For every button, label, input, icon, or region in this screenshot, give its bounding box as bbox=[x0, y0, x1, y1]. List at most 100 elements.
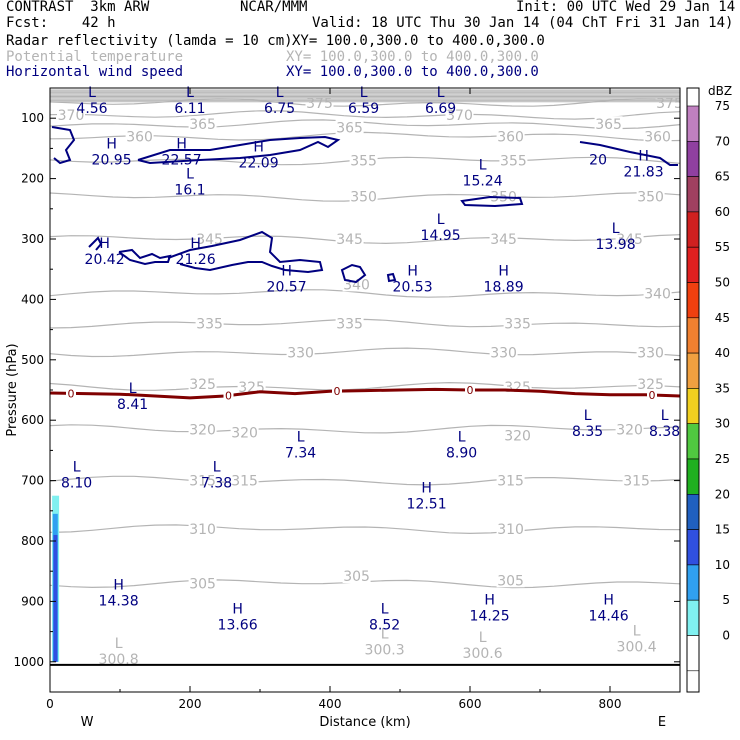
y-tick-label: 1000 bbox=[13, 655, 44, 669]
theta-contour-label: 315 bbox=[623, 474, 650, 490]
y-tick-label: 700 bbox=[21, 474, 44, 488]
wind-extremum-kind: H bbox=[176, 136, 187, 152]
x-axis-label: Distance (km) bbox=[319, 715, 410, 730]
theta-extremum-kind: L bbox=[381, 627, 389, 643]
colorbar-swatch bbox=[686, 635, 700, 672]
wind-extremum-kind: L bbox=[360, 85, 368, 101]
wind-speed-contour bbox=[167, 230, 324, 274]
wind-extremum-kind: H bbox=[498, 263, 509, 279]
theta-contour-360 bbox=[50, 131, 680, 142]
colorbar-swatch bbox=[686, 458, 700, 495]
wind-extremum-kind: L bbox=[584, 408, 592, 424]
wind-extremum-kind: L bbox=[437, 212, 445, 228]
wind-extremum-value: 22.57 bbox=[162, 152, 202, 168]
wind-speed-contour bbox=[460, 195, 524, 208]
theta-contour-label: 325 bbox=[189, 377, 216, 393]
wind-extremum-value: 21.83 bbox=[624, 165, 664, 181]
theta-contour-375 bbox=[50, 98, 680, 107]
wind-extremum-value: 22.09 bbox=[239, 155, 279, 171]
theta-contour-label: 345 bbox=[336, 232, 363, 248]
colorbar-level-label: 70 bbox=[715, 134, 730, 148]
wind-extremum-value: 7.34 bbox=[285, 445, 316, 461]
theta-contour-label: 345 bbox=[490, 232, 517, 248]
theta-contour-label: 335 bbox=[504, 317, 531, 333]
colorbar-swatch bbox=[686, 246, 700, 283]
theta-extremum-kind: L bbox=[633, 624, 641, 640]
theta-label-bg bbox=[349, 188, 378, 204]
theta-contour-320 bbox=[50, 424, 680, 434]
colorbar-level-label: 10 bbox=[715, 558, 730, 572]
theta-label-bg bbox=[286, 344, 315, 360]
theta-label-bg bbox=[188, 520, 217, 536]
wind-extremum-value: 6.59 bbox=[348, 101, 379, 117]
zero-contour-label: 0 bbox=[467, 384, 474, 397]
y-tick-label: 300 bbox=[21, 232, 44, 246]
y-tick-label: 400 bbox=[21, 292, 44, 306]
theta-contour-label: 375 bbox=[306, 96, 333, 112]
wind-extremum-value: 14.25 bbox=[470, 608, 510, 624]
theta-label-bg bbox=[237, 378, 266, 394]
theta-label-bg bbox=[499, 152, 528, 168]
theta-contour-label: 365 bbox=[336, 120, 363, 136]
theta-contour-370 bbox=[50, 110, 680, 120]
colorbar-swatch bbox=[686, 599, 700, 636]
colorbar-swatch bbox=[686, 564, 700, 601]
theta-contour-345 bbox=[50, 234, 680, 245]
theta-contour-label: 355 bbox=[500, 153, 527, 169]
theta-contour-label: 305 bbox=[343, 569, 370, 585]
theta-extremum-kind: L bbox=[479, 630, 487, 646]
wind-extremum-kind: H bbox=[421, 481, 432, 497]
y-tick-label: 600 bbox=[21, 413, 44, 427]
field-theta-name: Potential temperature bbox=[6, 49, 184, 65]
theta-label-bg bbox=[615, 231, 644, 246]
wind-extremum-kind: L bbox=[129, 381, 137, 397]
x-tick-label: 800 bbox=[599, 697, 622, 711]
wind-speed-contour bbox=[340, 263, 367, 284]
theta-label-bg bbox=[188, 375, 217, 391]
wind-extremum-value: 12.51 bbox=[407, 497, 447, 513]
theta-contour-label: 350 bbox=[637, 190, 664, 206]
theta-contour-label: 315 bbox=[497, 474, 524, 490]
wind-extremum-kind: H bbox=[407, 263, 418, 279]
theta-contour-label: 305 bbox=[189, 576, 216, 592]
x-tick-label: 200 bbox=[179, 697, 202, 711]
radar-echo-15dbz bbox=[53, 534, 58, 662]
wind-extremum-value: 20.95 bbox=[92, 152, 132, 168]
zero-contour bbox=[49, 387, 681, 400]
theta-extremum-value: 300.3 bbox=[365, 643, 405, 659]
theta-label-bg bbox=[195, 315, 224, 331]
wind-extremum-value: 8.10 bbox=[61, 476, 92, 492]
theta-label-bg bbox=[594, 116, 623, 132]
wind-extremum-kind: H bbox=[232, 602, 243, 618]
field-wind-xy: XY= 100.0,300.0 to 400.0,300.0 bbox=[286, 64, 539, 80]
wind-extremum-kind: H bbox=[99, 236, 110, 252]
wind-extremum-value: 14.95 bbox=[421, 228, 461, 244]
theta-contour-label: 325 bbox=[504, 380, 531, 396]
theta-contour-label: 335 bbox=[196, 317, 223, 333]
theta-label-bg bbox=[489, 344, 518, 360]
theta-label-bg bbox=[622, 472, 651, 488]
colorbar-swatch bbox=[686, 388, 700, 424]
wind-extremum-value: 8.35 bbox=[572, 424, 603, 440]
theta-label-bg bbox=[188, 421, 217, 437]
theta-label-bg bbox=[503, 427, 532, 443]
theta-contour-340 bbox=[50, 289, 680, 298]
colorbar-swatch bbox=[686, 423, 700, 460]
theta-contour-label: 350 bbox=[350, 190, 377, 206]
theta-contour-325 bbox=[50, 381, 680, 391]
wind-speed-contour bbox=[118, 248, 172, 266]
colorbar-level-label: 5 bbox=[722, 593, 730, 607]
theta-contour-label: 330 bbox=[637, 346, 664, 362]
wind-speed-contour bbox=[386, 272, 397, 283]
wind-extremum-kind: H bbox=[190, 236, 201, 252]
wind-extremum-value: 8.90 bbox=[446, 445, 477, 461]
zero-contour-label: 0 bbox=[334, 385, 341, 398]
zero-label-bg bbox=[223, 389, 234, 402]
zero-label-bg bbox=[465, 384, 475, 396]
theta-label-bg bbox=[335, 119, 364, 135]
theta-contour-label: 345 bbox=[196, 232, 223, 248]
theta-contour-335 bbox=[50, 318, 680, 329]
colorbar-level-label: 20 bbox=[715, 487, 730, 501]
theta-label-bg bbox=[496, 128, 525, 144]
wind-extremum-value: 15.24 bbox=[463, 174, 503, 190]
